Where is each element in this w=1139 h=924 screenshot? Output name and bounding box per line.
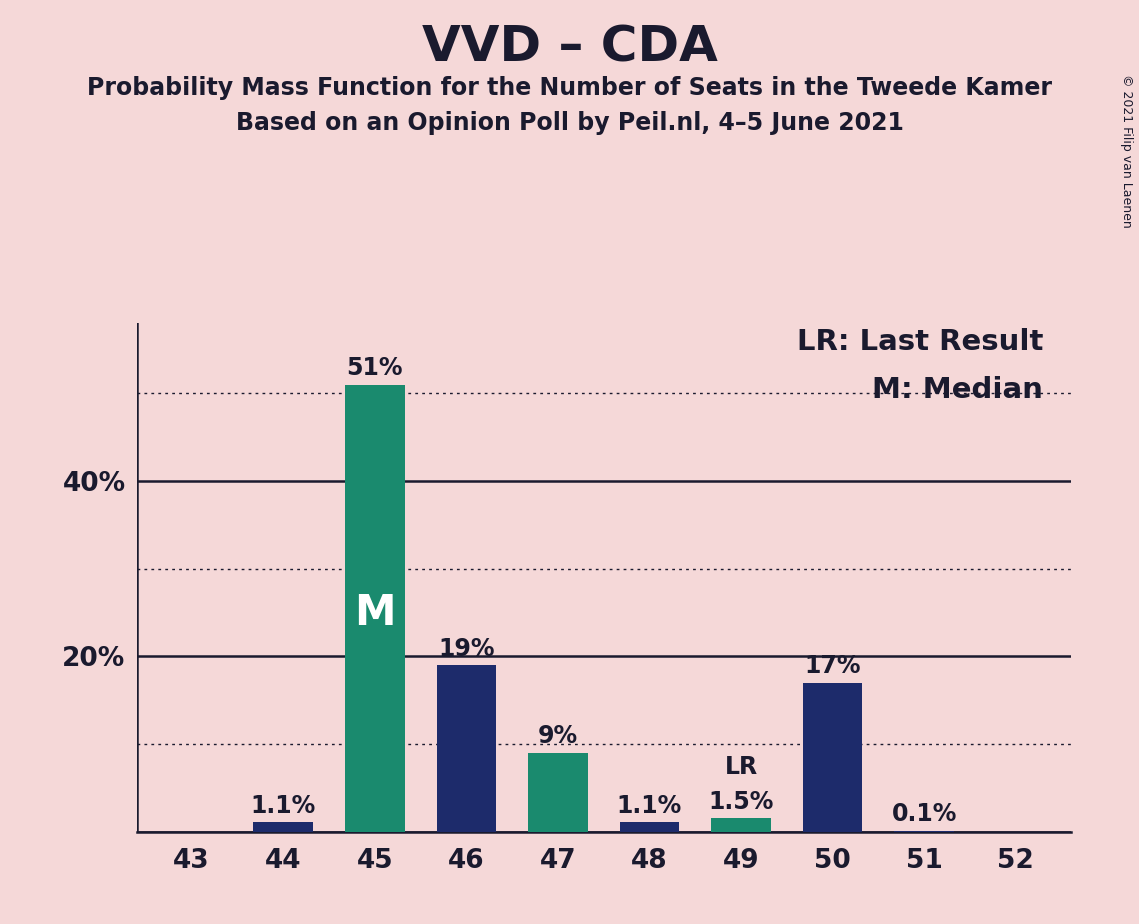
Text: LR: Last Result: LR: Last Result <box>797 328 1043 356</box>
Text: 51%: 51% <box>346 357 403 381</box>
Text: M: M <box>354 591 395 634</box>
Bar <box>711 819 771 832</box>
Text: Probability Mass Function for the Number of Seats in the Tweede Kamer: Probability Mass Function for the Number… <box>87 76 1052 100</box>
Text: 9%: 9% <box>538 724 577 748</box>
Text: 0.1%: 0.1% <box>892 802 957 826</box>
Bar <box>620 822 679 832</box>
Text: VVD – CDA: VVD – CDA <box>421 23 718 71</box>
Text: 1.1%: 1.1% <box>251 794 316 818</box>
Text: 17%: 17% <box>804 654 861 678</box>
Bar <box>345 384 404 832</box>
Bar <box>528 753 588 832</box>
Text: 19%: 19% <box>439 637 494 661</box>
Text: 1.5%: 1.5% <box>708 790 773 814</box>
Text: M: Median: M: Median <box>872 376 1043 404</box>
Text: © 2021 Filip van Laenen: © 2021 Filip van Laenen <box>1121 74 1133 227</box>
Bar <box>253 822 313 832</box>
Text: 1.1%: 1.1% <box>617 794 682 818</box>
Text: LR: LR <box>724 755 757 779</box>
Text: Based on an Opinion Poll by Peil.nl, 4–5 June 2021: Based on an Opinion Poll by Peil.nl, 4–5… <box>236 111 903 135</box>
Bar <box>803 683 862 832</box>
Bar <box>436 665 497 832</box>
